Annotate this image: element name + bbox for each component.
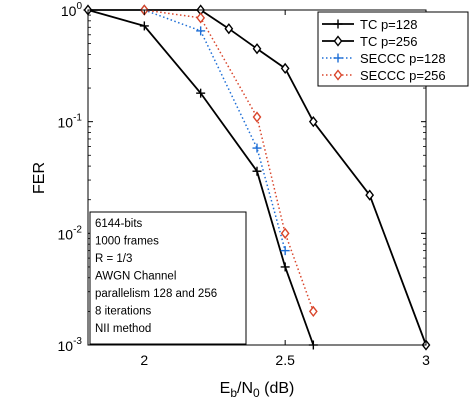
annotation-box	[89, 211, 247, 345]
y-tick-label-exp: -2	[73, 224, 82, 235]
legend-item-4: SECCC p=256	[322, 68, 446, 83]
plot-frame	[87, 9, 427, 346]
x-axis-title-sub1: b	[230, 386, 237, 400]
annotation-line-5: parallelism 128 and 256	[95, 288, 217, 300]
x-axis-title-sub2: 0	[253, 386, 260, 400]
y-tick-label-base: 10	[58, 115, 74, 131]
x-tick-label-3: 3	[422, 352, 430, 368]
legend-item-2: TC p=256	[322, 34, 417, 49]
y-tick-label-4: 10-3	[58, 336, 83, 354]
y-tick-label-exp: -3	[73, 336, 82, 347]
series-4-point-5	[308, 305, 318, 318]
series-3-point-2	[196, 26, 206, 36]
legend-swatch-marker-2	[333, 35, 343, 47]
y-tick-label-2: 10-1	[58, 113, 83, 131]
series-1-point-3	[196, 88, 206, 98]
y-tick-label-base: 10	[58, 338, 74, 354]
annotation-line-1: 6144-bits	[95, 218, 143, 230]
legend-label-2: TC p=256	[360, 34, 417, 49]
annotation-line-6: 8 iterations	[95, 306, 152, 318]
legend-swatch-marker-4	[333, 69, 343, 81]
series-1-point-5	[280, 262, 290, 272]
y-tick-label-exp: 0	[76, 1, 82, 12]
series-4-point-2	[196, 12, 206, 24]
legend-item-1: TC p=128	[322, 17, 417, 32]
x-axis-title: Eb/N0 (dB)	[220, 380, 295, 400]
y-tick-label-exp: -1	[73, 113, 82, 124]
series-3-point-3	[252, 143, 262, 153]
legend-label-3: SECCC p=128	[360, 51, 446, 66]
series-4-point-4	[280, 227, 290, 239]
x-tick-label-1: 2	[140, 352, 148, 368]
series-2-point-6	[280, 62, 290, 75]
series-1-line	[87, 9, 315, 346]
series-2-point-5	[252, 43, 262, 55]
legend-label-4: SECCC p=256	[360, 68, 446, 83]
legend-swatch-marker-1	[333, 19, 343, 29]
legend-swatch-marker-3	[333, 53, 343, 63]
series-3-point-4	[280, 246, 290, 256]
x-axis-title-tail: (dB)	[260, 380, 295, 397]
legend-items: TC p=128 TC p=256 SECCC p=128 SECCC p=256	[322, 17, 446, 83]
series-3-line	[144, 9, 286, 251]
series-2-point-4	[224, 23, 234, 35]
series-1-point-4	[252, 166, 262, 176]
legend-item-3: SECCC p=128	[322, 51, 446, 66]
annotation: 6144-bits 1000 frames R = 1/3 AWGN Channel p…	[89, 211, 247, 345]
series-4-point-3	[252, 111, 262, 123]
series-2-point-7	[308, 116, 318, 128]
annotation-line-7: NII method	[95, 323, 151, 335]
y-tick-label-3: 10-2	[58, 224, 83, 242]
annotation-lines: 6144-bits 1000 frames R = 1/3 AWGN Channel p…	[95, 218, 217, 335]
y-tick-label-base: 10	[61, 3, 77, 19]
annotation-line-4: AWGN Channel	[95, 271, 176, 283]
annotation-line-3: R = 1/3	[95, 253, 132, 265]
x-axis-title-base: E	[220, 380, 231, 397]
series-1-point-2	[139, 21, 149, 31]
legend-label-1: TC p=128	[360, 17, 417, 32]
series-2-point-8	[365, 189, 375, 201]
legend: TC p=128 TC p=256 SECCC p=128 SECCC p=256	[317, 11, 469, 87]
annotation-line-2: 1000 frames	[95, 236, 159, 248]
x-tick-label-2: 2.5	[275, 352, 295, 368]
y-axis-title: FER	[31, 162, 48, 194]
y-tick-label-1: 100	[61, 1, 83, 19]
y-tick-label-base: 10	[58, 226, 74, 242]
x-axis-title-mid: /N	[237, 380, 253, 397]
